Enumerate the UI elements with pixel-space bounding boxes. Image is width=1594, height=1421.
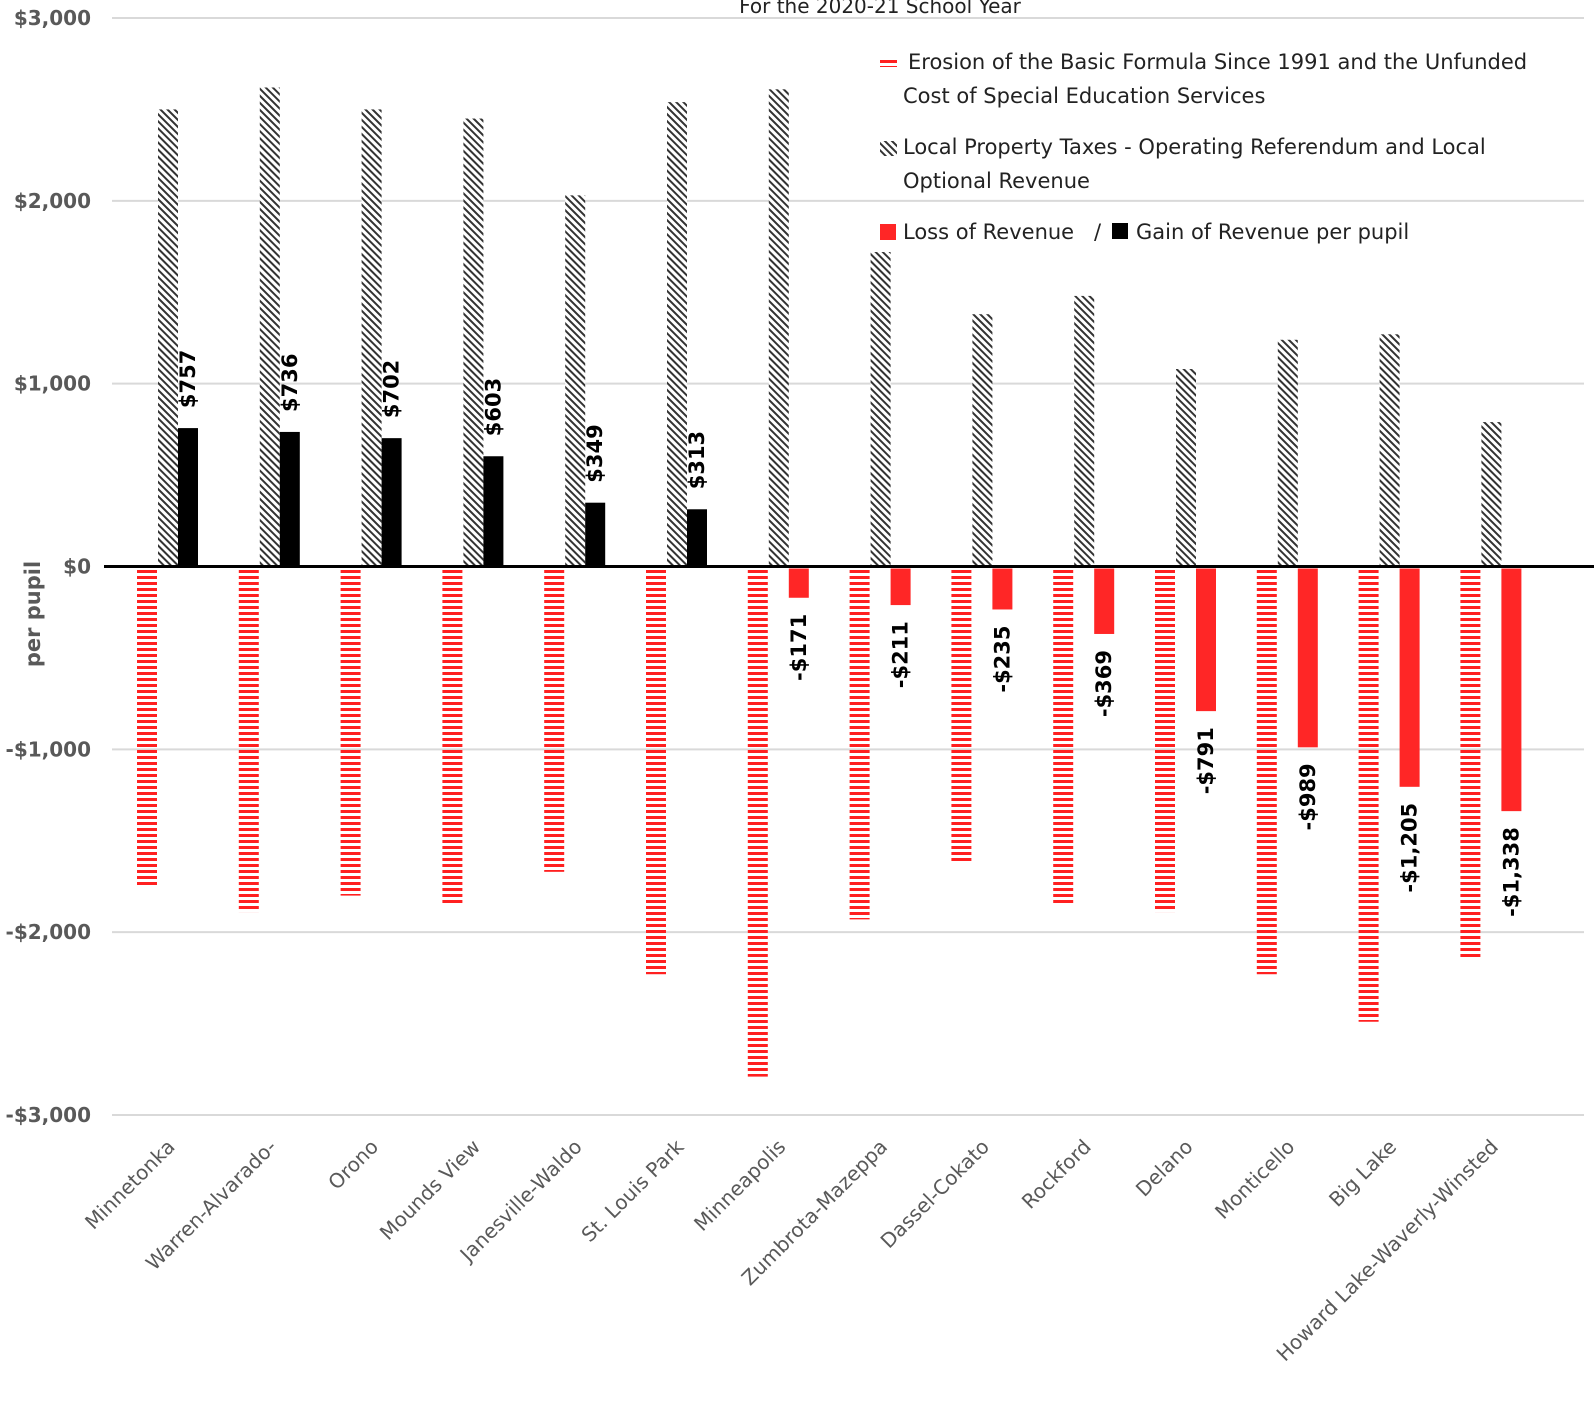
- data-label-loss: -$1,338: [1499, 827, 1523, 917]
- legend-separator: /: [1094, 220, 1102, 244]
- bar-gain: [178, 428, 198, 567]
- x-tick-label: Delano: [1131, 1135, 1198, 1202]
- bar-erosion: [747, 568, 768, 1077]
- legend-swatch-gain: [1112, 223, 1128, 239]
- bar-property-taxes: [1176, 369, 1196, 567]
- bar-erosion: [1460, 568, 1481, 958]
- bar-erosion: [1358, 568, 1379, 1022]
- data-label-loss: -$989: [1296, 763, 1320, 830]
- bar-gain: [381, 438, 402, 567]
- bar-erosion: [137, 568, 157, 887]
- bar-gain: [279, 431, 300, 567]
- data-label-loss: -$369: [1092, 650, 1116, 717]
- data-label-gain: $603: [481, 378, 505, 436]
- bar-property-taxes: [463, 118, 484, 567]
- y-axis-ticks: $3,000 $2,000 $1,000 $0 -$1,000 -$2,000 -$3,00…: [6, 6, 91, 1127]
- bar-erosion: [1256, 568, 1277, 975]
- chart-subtitle: For the 2020-21 School Year: [739, 0, 1022, 18]
- bar-erosion: [646, 568, 666, 975]
- bar-erosion: [544, 568, 565, 872]
- bar-loss: [1297, 568, 1318, 748]
- y-tick-label: -$3,000: [6, 1103, 91, 1127]
- bar-loss: [788, 568, 809, 598]
- bar-property-taxes: [158, 109, 178, 567]
- bar-loss: [992, 568, 1013, 610]
- data-label-gain: $702: [380, 360, 404, 418]
- x-tick-label: Big Lake: [1324, 1135, 1401, 1212]
- legend: Erosion of the Basic Formula Since 1991 …: [880, 50, 1527, 244]
- bar-property-taxes: [1277, 339, 1298, 567]
- bar-loss: [1196, 568, 1216, 712]
- y-axis-label: per pupil: [21, 561, 45, 667]
- bar-erosion: [849, 568, 870, 920]
- data-label-gain: $757: [176, 350, 200, 408]
- data-label-loss: -$791: [1194, 727, 1218, 794]
- x-tick-label: Dassel-Cokato: [876, 1135, 994, 1253]
- bar-gain: [687, 509, 707, 567]
- y-tick-label: $2,000: [14, 189, 91, 213]
- data-label-loss: -$1,205: [1398, 803, 1422, 893]
- legend-swatch-loss: [880, 224, 896, 240]
- data-label-loss: -$171: [787, 614, 811, 681]
- bar-property-taxes: [361, 109, 382, 567]
- data-label-loss: -$211: [889, 621, 913, 688]
- x-tick-label: Minnetonka: [80, 1135, 180, 1235]
- x-tick-label: St. Louis Park: [576, 1134, 688, 1246]
- bar-erosion: [238, 568, 259, 913]
- bar-property-taxes: [1074, 295, 1095, 567]
- bar-property-taxes: [1379, 334, 1400, 567]
- bar-property-taxes: [768, 89, 789, 567]
- legend-taxes-line1: Local Property Taxes - Operating Referen…: [903, 135, 1486, 159]
- bar-loss: [1399, 568, 1420, 787]
- bars: [137, 87, 1522, 1077]
- x-tick-label: Minneapolis: [689, 1135, 790, 1236]
- bar-gain: [585, 502, 606, 567]
- data-label-loss: -$235: [990, 625, 1014, 692]
- bar-erosion: [1155, 568, 1175, 913]
- data-label-gain: $313: [685, 431, 709, 489]
- x-tick-label: Orono: [323, 1135, 383, 1195]
- legend-taxes-line2: Optional Revenue: [903, 169, 1090, 193]
- data-labels: $757 $736 $702 $603 $349 $313 -$171 -$211 -$235 -…: [176, 350, 1523, 917]
- bar-erosion: [340, 568, 361, 896]
- bar-loss: [890, 568, 911, 606]
- y-tick-label: -$1,000: [6, 737, 91, 761]
- bar-erosion: [442, 568, 463, 905]
- bar-property-taxes: [565, 195, 586, 567]
- legend-erosion-line2: Cost of Special Education Services: [903, 84, 1265, 108]
- y-tick-label: $3,000: [14, 6, 91, 30]
- legend-swatch-taxes: [880, 141, 897, 156]
- bar-property-taxes: [1481, 422, 1502, 567]
- legend-swatch-erosion: [880, 57, 897, 67]
- x-tick-label: Howard Lake-Waverly-Winsted: [1272, 1135, 1503, 1366]
- legend-erosion-line1: Erosion of the Basic Formula Since 1991 …: [908, 50, 1527, 74]
- bar-property-taxes: [870, 252, 891, 567]
- bar-gain: [483, 456, 504, 567]
- bar-erosion: [951, 568, 972, 863]
- bar-property-taxes: [667, 102, 687, 567]
- legend-loss-label: Loss of Revenue: [903, 220, 1074, 244]
- bar-property-taxes: [972, 314, 993, 567]
- bar-property-taxes: [259, 87, 280, 567]
- bar-erosion: [1053, 568, 1074, 905]
- bar-loss: [1501, 568, 1522, 812]
- data-label-gain: $736: [278, 353, 302, 411]
- x-tick-label: Mounds View: [375, 1135, 485, 1245]
- x-tick-label: Rockford: [1017, 1135, 1096, 1214]
- y-tick-label: $0: [63, 555, 91, 579]
- data-label-gain: $349: [583, 424, 607, 482]
- y-tick-label: $1,000: [14, 372, 91, 396]
- y-tick-label: -$2,000: [6, 920, 91, 944]
- x-tick-label: Monticello: [1210, 1135, 1299, 1224]
- bar-loss: [1094, 568, 1115, 634]
- legend-gain-label: Gain of Revenue per pupil: [1136, 220, 1409, 244]
